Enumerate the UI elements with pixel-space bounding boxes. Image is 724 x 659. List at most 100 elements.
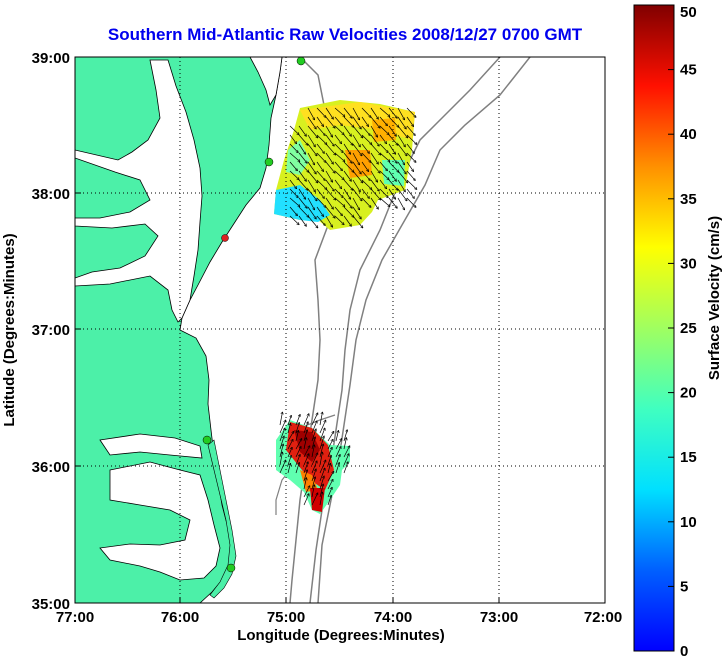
velocity-vector bbox=[298, 179, 308, 190]
colorbar-tick-label: 15 bbox=[680, 449, 697, 466]
velocity-vector bbox=[352, 134, 360, 147]
velocity-vector bbox=[361, 161, 368, 171]
velocity-vector bbox=[379, 170, 389, 179]
colorbar-tick-label: 5 bbox=[680, 578, 688, 595]
velocity-vector bbox=[327, 464, 330, 474]
velocity-vector bbox=[289, 152, 300, 161]
velocity-vector bbox=[316, 215, 325, 225]
velocity-vector bbox=[303, 478, 306, 490]
velocity-vector bbox=[298, 206, 309, 217]
velocity-vector bbox=[298, 188, 305, 199]
velocity-vector bbox=[397, 152, 404, 165]
velocity-vector bbox=[295, 415, 300, 426]
velocity-vector bbox=[316, 188, 324, 198]
velocity-vector bbox=[327, 448, 332, 458]
velocity-vector bbox=[319, 428, 325, 442]
velocity-vector bbox=[397, 197, 404, 210]
velocity-vector bbox=[325, 152, 333, 164]
delaware-bay bbox=[249, 57, 283, 107]
velocity-vector bbox=[343, 170, 351, 181]
velocity-vector bbox=[388, 116, 399, 127]
velocity-vector bbox=[397, 179, 405, 192]
velocity-vector bbox=[303, 454, 309, 466]
velocity-vector bbox=[327, 440, 333, 450]
colorbar-tick-label: 0 bbox=[680, 643, 688, 659]
velocity-vector bbox=[325, 143, 336, 155]
velocity-vector bbox=[397, 107, 404, 120]
velocity-vector bbox=[379, 134, 386, 143]
velocity-vector bbox=[298, 134, 308, 145]
velocity-vector bbox=[361, 179, 372, 189]
velocity-vector bbox=[325, 206, 335, 218]
velocity-vector bbox=[352, 152, 359, 165]
velocity-vector bbox=[311, 445, 314, 458]
velocity-vector bbox=[370, 152, 378, 164]
velocity-vector bbox=[343, 125, 351, 136]
velocity-vector bbox=[287, 424, 290, 434]
velocity-vector bbox=[352, 125, 363, 138]
velocity-vector bbox=[361, 170, 370, 180]
velocity-vector bbox=[406, 143, 414, 153]
velocity-vector bbox=[388, 188, 395, 199]
velocity-vector bbox=[370, 188, 381, 200]
velocity-vector bbox=[352, 143, 362, 156]
velocity-vector bbox=[316, 152, 326, 162]
y-tick-label: 35:00 bbox=[32, 596, 70, 613]
velocity-vector bbox=[311, 485, 314, 498]
velocity-vector bbox=[406, 170, 415, 180]
x-tick-label: 76:00 bbox=[161, 609, 199, 626]
colorbar-ticks: 0 5 10 15 20 25 30 35 40 45 50 bbox=[668, 4, 697, 659]
colorbar-tick-label: 45 bbox=[680, 62, 697, 79]
velocity-vector bbox=[289, 125, 299, 134]
colorbar-tick-label: 50 bbox=[680, 4, 697, 21]
velocity-vector bbox=[406, 125, 415, 135]
colorbar-tick-label: 10 bbox=[680, 514, 697, 531]
velocity-vector bbox=[343, 152, 352, 163]
chart-title: Southern Mid-Atlantic Raw Velocities 200… bbox=[108, 25, 583, 44]
velocity-vector bbox=[316, 197, 326, 207]
velocity-vector bbox=[325, 179, 334, 191]
velocity-vector bbox=[327, 472, 334, 482]
velocity-vector bbox=[295, 463, 299, 474]
velocity-vector bbox=[289, 215, 299, 224]
velocity-vector bbox=[361, 134, 372, 144]
velocity-vector bbox=[311, 461, 317, 474]
velocity-vector bbox=[361, 107, 371, 117]
colorbar-tick-label: 25 bbox=[680, 320, 697, 337]
velocity-vector bbox=[298, 143, 305, 154]
velocity-vector bbox=[311, 453, 318, 466]
velocity-vector bbox=[334, 134, 341, 143]
colorbar-tick-label: 35 bbox=[680, 191, 697, 208]
velocity-vector bbox=[311, 429, 316, 442]
velocity-vector bbox=[343, 454, 349, 466]
velocity-vector bbox=[319, 412, 322, 426]
x-tick-label: 77:00 bbox=[56, 609, 94, 626]
velocity-vector bbox=[307, 161, 316, 174]
velocity-vector bbox=[379, 107, 390, 116]
x-tick-label: 72:00 bbox=[584, 609, 622, 626]
velocity-vector bbox=[327, 488, 332, 498]
velocity-vector bbox=[379, 161, 387, 170]
velocity-vector bbox=[379, 143, 388, 152]
velocity-vector bbox=[343, 462, 348, 474]
radar-station-marker bbox=[296, 57, 306, 66]
velocity-vector bbox=[334, 107, 345, 116]
velocity-vector bbox=[307, 134, 315, 147]
velocity-vector bbox=[311, 493, 318, 506]
velocity-vector bbox=[307, 143, 317, 156]
velocity-vector bbox=[287, 432, 294, 442]
velocity-vector bbox=[335, 431, 338, 442]
velocity-vector bbox=[287, 448, 292, 458]
velocity-vector bbox=[287, 440, 293, 450]
velocity-vector bbox=[335, 439, 342, 450]
velocity-vector bbox=[298, 161, 309, 172]
velocity-vector bbox=[334, 197, 345, 206]
plot-frame bbox=[74, 56, 606, 604]
velocity-vector bbox=[334, 170, 344, 179]
velocity-vector bbox=[289, 179, 296, 188]
velocity-vector bbox=[388, 134, 398, 145]
velocity-vector bbox=[295, 431, 298, 442]
velocity-vector bbox=[311, 477, 315, 490]
velocity-vector bbox=[303, 430, 307, 442]
velocity-vector bbox=[406, 179, 417, 189]
